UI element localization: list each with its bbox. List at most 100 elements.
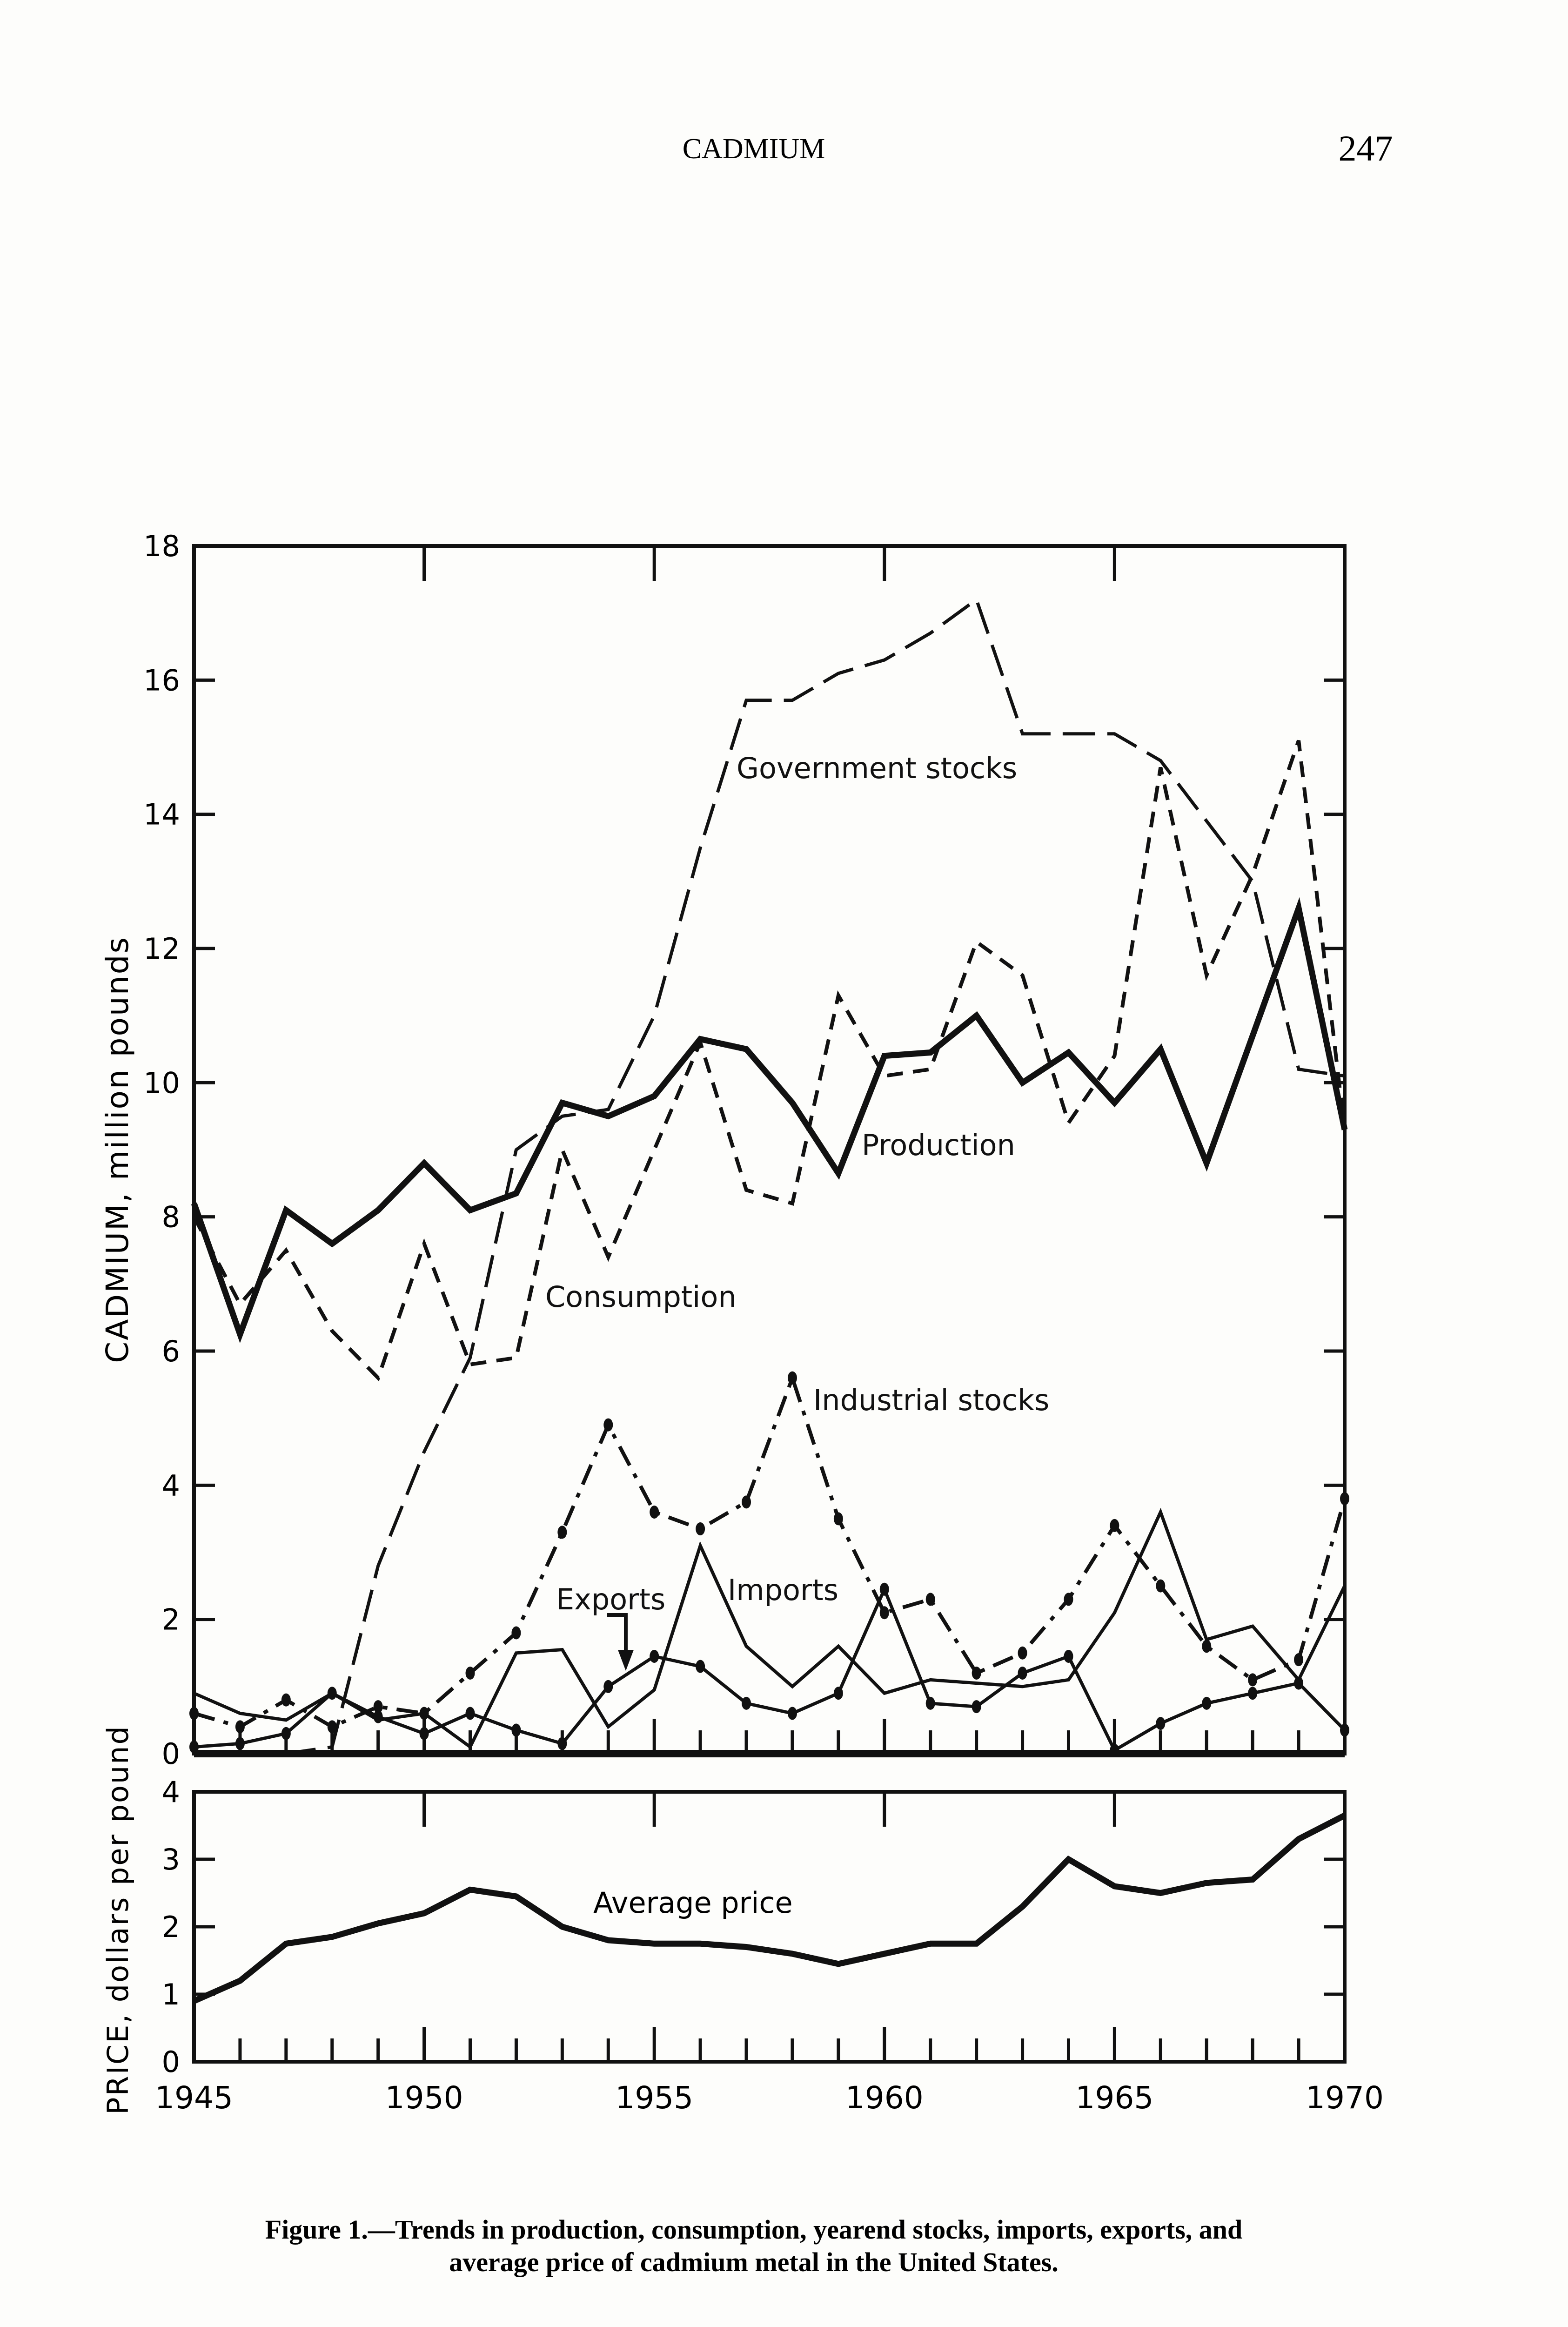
series-line-industrial-stocks bbox=[193, 1372, 1347, 1729]
x-tick-label: 1965 bbox=[1075, 2080, 1153, 2116]
data-point-exports bbox=[1248, 1687, 1258, 1700]
label-government-stocks: Government stocks bbox=[737, 751, 1017, 785]
data-point-industrial-stocks bbox=[833, 1512, 843, 1526]
y-tick-label: 18 bbox=[143, 529, 180, 563]
series-line-exports bbox=[194, 1585, 1346, 1753]
main-y-ticks: 0 2 4 6 8 10 12 14 16 18 bbox=[143, 529, 1345, 1771]
label-production: Production bbox=[862, 1128, 1015, 1162]
data-point-exports bbox=[327, 1687, 337, 1700]
data-point-industrial-stocks bbox=[742, 1495, 751, 1509]
caption-line-1: Figure 1.—Trends in production, consumpt… bbox=[265, 2214, 1243, 2245]
x-tick-label: 1955 bbox=[615, 2080, 693, 2116]
data-point-industrial-stocks bbox=[1248, 1673, 1258, 1687]
data-point-exports bbox=[650, 1649, 659, 1663]
price-y-axis-label: PRICE, dollars per pound bbox=[101, 1725, 135, 2115]
y-tick-label: 0 bbox=[162, 1737, 180, 1771]
label-imports: Imports bbox=[728, 1573, 838, 1607]
data-point-exports bbox=[972, 1700, 981, 1714]
series-line-government-stocks bbox=[194, 597, 1345, 1755]
data-point-industrial-stocks bbox=[603, 1418, 613, 1432]
y-tick-label: 2 bbox=[162, 1910, 180, 1944]
data-point-exports bbox=[1294, 1676, 1304, 1690]
data-point-exports bbox=[925, 1696, 935, 1710]
data-point-industrial-stocks bbox=[1340, 1492, 1349, 1506]
y-tick-label: 4 bbox=[162, 1775, 180, 1809]
y-tick-label: 2 bbox=[162, 1603, 180, 1637]
y-tick-label: 6 bbox=[162, 1334, 180, 1368]
x-tick-label: 1950 bbox=[385, 2080, 463, 2116]
data-point-industrial-stocks bbox=[696, 1522, 705, 1536]
data-point-industrial-stocks bbox=[373, 1700, 383, 1714]
data-point-industrial-stocks bbox=[1202, 1640, 1212, 1653]
data-point-exports bbox=[557, 1737, 567, 1750]
series-line-production bbox=[191, 897, 1348, 1344]
price-x-ticks: 1945 1950 1955 1960 1965 1970 bbox=[155, 1792, 1384, 2116]
page-number: 247 bbox=[1339, 128, 1393, 168]
y-tick-label: 16 bbox=[143, 663, 180, 697]
data-point-exports bbox=[235, 1737, 245, 1750]
y-tick-label: 3 bbox=[162, 1843, 180, 1876]
data-point-industrial-stocks bbox=[189, 1707, 199, 1720]
data-point-industrial-stocks bbox=[327, 1720, 337, 1734]
main-x-ticks bbox=[192, 546, 1347, 1754]
y-tick-label: 8 bbox=[162, 1200, 180, 1234]
data-point-exports bbox=[787, 1707, 797, 1720]
exports-arrowhead-icon bbox=[618, 1650, 634, 1671]
data-point-exports bbox=[603, 1680, 613, 1693]
label-average-price: Average price bbox=[593, 1886, 793, 1920]
y-tick-label: 0 bbox=[162, 2045, 180, 2079]
data-point-industrial-stocks bbox=[1156, 1579, 1166, 1593]
x-tick-label: 1945 bbox=[155, 2080, 233, 2116]
main-y-axis-label: CADMIUM, million pounds bbox=[100, 936, 135, 1363]
data-point-industrial-stocks bbox=[1110, 1519, 1119, 1532]
data-point-industrial-stocks bbox=[1294, 1653, 1304, 1667]
caption-line-2: average price of cadmium metal in the Un… bbox=[449, 2247, 1059, 2277]
data-point-industrial-stocks bbox=[972, 1667, 981, 1680]
data-point-exports bbox=[879, 1582, 889, 1596]
price-y-ticks: 0 1 2 3 4 bbox=[162, 1775, 1345, 2079]
data-point-industrial-stocks bbox=[465, 1667, 475, 1680]
x-tick-label: 1970 bbox=[1306, 2080, 1384, 2116]
data-point-industrial-stocks bbox=[1018, 1646, 1027, 1660]
data-point-exports bbox=[511, 1723, 521, 1737]
data-point-exports bbox=[1156, 1717, 1166, 1730]
data-point-industrial-stocks bbox=[787, 1371, 797, 1385]
label-industrial-stocks: Industrial stocks bbox=[813, 1383, 1049, 1417]
y-tick-label: 4 bbox=[162, 1468, 180, 1502]
data-point-industrial-stocks bbox=[281, 1693, 291, 1707]
x-tick-label: 1960 bbox=[845, 2080, 924, 2116]
y-tick-label: 1 bbox=[162, 1977, 180, 2011]
data-point-exports bbox=[465, 1707, 475, 1720]
series-line-consumption bbox=[192, 740, 1347, 1382]
data-point-industrial-stocks bbox=[557, 1526, 567, 1539]
y-tick-label: 12 bbox=[143, 932, 180, 966]
data-point-exports bbox=[373, 1710, 383, 1723]
data-point-exports bbox=[1340, 1723, 1349, 1737]
y-tick-label: 10 bbox=[143, 1066, 180, 1100]
data-point-exports bbox=[1202, 1696, 1212, 1710]
data-point-industrial-stocks bbox=[879, 1606, 889, 1620]
data-point-industrial-stocks bbox=[1064, 1593, 1073, 1606]
data-point-industrial-stocks bbox=[511, 1626, 521, 1640]
data-point-exports bbox=[742, 1696, 751, 1710]
data-point-industrial-stocks bbox=[235, 1720, 245, 1734]
running-title: CADMIUM bbox=[683, 133, 825, 165]
data-point-industrial-stocks bbox=[925, 1593, 935, 1606]
label-exports: Exports bbox=[556, 1582, 665, 1616]
data-point-exports bbox=[419, 1727, 429, 1740]
main-series bbox=[189, 597, 1349, 1757]
data-point-exports bbox=[1018, 1667, 1027, 1680]
price-series bbox=[193, 1813, 1346, 2004]
data-point-exports bbox=[1064, 1649, 1073, 1663]
main-plot-frame bbox=[192, 544, 1347, 1755]
data-point-exports bbox=[833, 1687, 843, 1700]
price-chart: 0 1 2 3 4 1945 1950 1955 1960 1965 1970 PRICE, do… bbox=[101, 1725, 1384, 2116]
label-consumption: Consumption bbox=[545, 1280, 737, 1314]
exports-pointer-arrow bbox=[607, 1613, 628, 1652]
series-line-average-price bbox=[193, 1813, 1346, 2004]
y-tick-label: 14 bbox=[143, 798, 180, 832]
data-point-exports bbox=[281, 1727, 291, 1740]
data-point-industrial-stocks bbox=[650, 1506, 659, 1519]
